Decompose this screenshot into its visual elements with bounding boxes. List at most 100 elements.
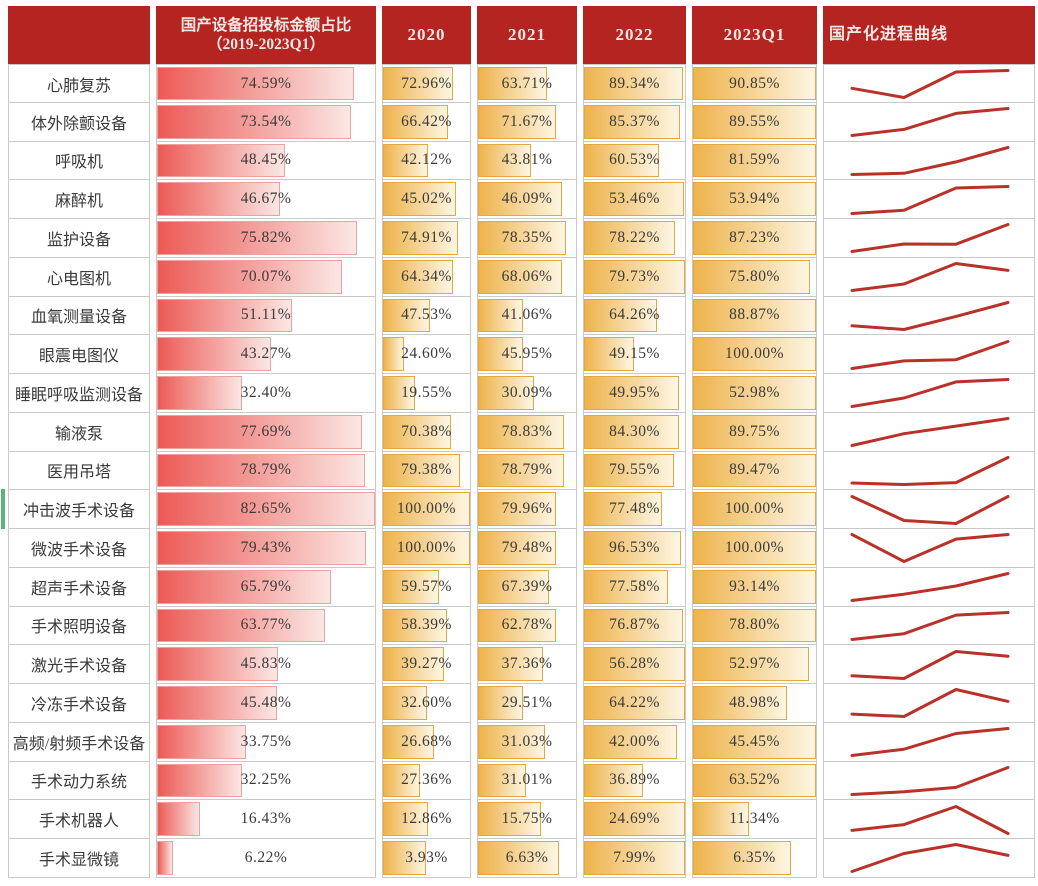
year-value-bar <box>693 841 791 875</box>
overall-share-cell: 45.83% <box>156 645 376 684</box>
overall-share-bar <box>157 414 362 449</box>
table-row: 激光手术设备 45.83% 39.27% 37.36% 56.28% 52.97% <box>8 645 1035 684</box>
year-value-cell-2023Q1: 93.14% <box>692 567 817 607</box>
trend-sparkline <box>850 262 1010 293</box>
year-value: 100.00% <box>724 345 785 363</box>
year-value: 64.22% <box>609 693 660 711</box>
trend-sparkline <box>850 610 1010 641</box>
year-value: 31.01% <box>501 771 553 789</box>
year-value: 74.91% <box>401 228 452 246</box>
year-value-cell-2020: 12.86% <box>382 800 471 839</box>
year-value-bar <box>383 724 435 759</box>
year-value-bar <box>383 414 452 449</box>
year-value-cell-2021: 78.83% <box>477 412 577 452</box>
year-value-cell-2021: 79.48% <box>477 529 577 568</box>
year-value-cell-2022: 76.87% <box>583 606 686 646</box>
year-value: 85.37% <box>609 112 660 130</box>
sparkline-cell <box>823 180 1035 219</box>
year-value: 100.00% <box>724 538 785 556</box>
overall-share-bar <box>157 376 243 410</box>
year-value-bar <box>584 569 669 604</box>
device-label: 激光手术设备 <box>8 645 150 684</box>
overall-share-value: 46.67% <box>240 190 292 208</box>
overall-share-bar <box>157 182 281 216</box>
year-value-cell-2023Q1: 52.97% <box>692 645 817 684</box>
year-value: 31.03% <box>501 732 553 750</box>
overall-share-bar <box>157 763 243 798</box>
year-value-cell-2021: 67.39% <box>477 567 577 607</box>
year-value-bar <box>584 414 679 449</box>
year-value: 59.57% <box>401 577 452 595</box>
overall-share-bar <box>157 841 174 875</box>
year-value-cell-2022: 77.48% <box>583 490 686 529</box>
year-value-cell-2023Q1: 100.00% <box>692 529 817 568</box>
overall-share-bar <box>157 569 331 604</box>
trend-sparkline-path <box>850 223 1010 254</box>
year-value: 32.60% <box>401 693 452 711</box>
year-value-bar <box>478 453 565 488</box>
year-value-bar <box>478 337 524 371</box>
year-value-cell-2023Q1: 6.35% <box>692 839 817 878</box>
year-value-cell-2022: 85.37% <box>583 102 686 142</box>
year-value-bar <box>383 337 405 371</box>
year-value: 12.86% <box>401 810 452 828</box>
year-value-bar <box>693 569 816 604</box>
year-value-cell-2023Q1: 89.75% <box>692 412 817 452</box>
year-value: 63.71% <box>501 74 553 92</box>
year-value-bar <box>478 608 557 643</box>
year-value-cell-2021: 46.09% <box>477 180 577 219</box>
year-value-cell-2021: 79.96% <box>477 490 577 529</box>
device-label: 心肺复苏 <box>8 64 150 103</box>
overall-share-value: 73.54% <box>240 112 292 130</box>
year-value: 89.47% <box>729 461 780 479</box>
sparkline-cell <box>823 722 1035 762</box>
sparkline-cell <box>823 257 1035 297</box>
year-value-bar <box>478 376 534 410</box>
overall-share-value: 6.22% <box>244 848 288 866</box>
year-value: 77.58% <box>609 577 660 595</box>
year-value-cell-2022: 42.00% <box>583 722 686 762</box>
year-value: 71.67% <box>501 112 553 130</box>
year-value: 26.68% <box>401 732 452 750</box>
device-label: 手术机器人 <box>8 800 150 839</box>
sparkline-cell <box>823 761 1035 801</box>
year-value: 90.85% <box>729 74 780 92</box>
table-row: 监护设备 75.82% 74.91% 78.35% 78.22% 87.23% <box>8 219 1035 258</box>
trend-sparkline <box>850 145 1010 176</box>
device-label: 手术动力系统 <box>8 761 150 801</box>
overall-share-cell: 48.45% <box>156 141 376 181</box>
device-label: 眼震电图仪 <box>8 335 150 374</box>
column-header-2020: 2020 <box>382 6 471 64</box>
year-value: 52.98% <box>729 383 780 401</box>
device-label: 血氧测量设备 <box>8 296 150 336</box>
year-value-bar <box>693 453 816 488</box>
year-value-bar <box>584 143 659 178</box>
table-row: 眼震电图仪 43.27% 24.60% 45.95% 49.15% 100.00% <box>8 335 1035 374</box>
year-value-bar <box>693 182 816 216</box>
overall-share-value: 75.82% <box>240 228 292 246</box>
year-value: 52.97% <box>729 655 780 673</box>
year-value-cell-2022: 49.15% <box>583 335 686 374</box>
overall-share-bar <box>157 337 272 371</box>
table-row: 睡眠呼吸监测设备 32.40% 19.55% 30.09% 49.95% 52.98% <box>8 374 1035 413</box>
overall-share-cell: 74.59% <box>156 64 376 103</box>
trend-sparkline <box>850 843 1010 874</box>
year-value-cell-2020: 58.39% <box>382 606 471 646</box>
year-value-bar <box>478 802 541 836</box>
year-value: 100.00% <box>396 538 457 556</box>
year-value: 78.80% <box>729 616 780 634</box>
overall-share-value: 45.48% <box>240 693 292 711</box>
year-value: 42.00% <box>609 732 660 750</box>
overall-share-value: 16.43% <box>240 810 292 828</box>
trend-sparkline <box>850 649 1010 680</box>
year-value-bar <box>383 298 430 333</box>
overall-share-value: 70.07% <box>240 267 292 285</box>
overall-share-bar <box>157 67 354 100</box>
overall-share-value: 65.79% <box>240 577 292 595</box>
year-value-cell-2020: 3.93% <box>382 839 471 878</box>
year-value-cell-2020: 79.38% <box>382 451 471 491</box>
year-value-cell-2022: 36.89% <box>583 761 686 801</box>
year-value-bar <box>693 802 750 836</box>
sparkline-cell <box>823 800 1035 839</box>
year-value-bar <box>478 569 549 604</box>
